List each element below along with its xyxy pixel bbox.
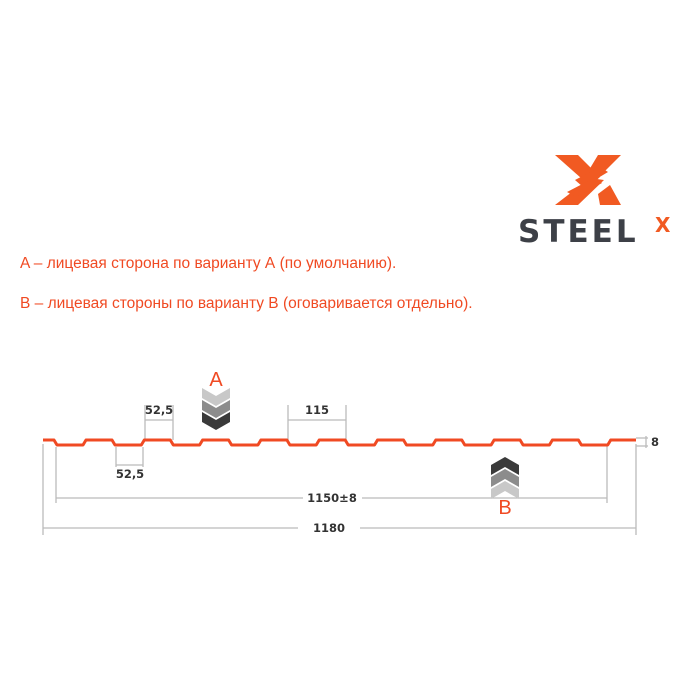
logo-x-mark (555, 155, 621, 205)
note-side-a: A – лицевая сторона по варианту А (по ум… (20, 255, 397, 272)
dimension-lines (42, 405, 648, 535)
dim-bottom-flange: 52,5 (116, 467, 144, 481)
logo-text: STEEL (518, 214, 639, 250)
steelx-logo: STEEL X (518, 155, 671, 250)
logo-superscript: X (655, 213, 671, 237)
dim-pitch: 115 (305, 403, 329, 417)
chevron-up-icon (491, 457, 519, 499)
dim-total-width: 1180 (313, 521, 345, 535)
sheet-profile (43, 438, 636, 447)
chevron-down-icon (202, 388, 230, 430)
side-b-label: B (498, 497, 511, 519)
dim-height: 8 (651, 435, 659, 449)
dim-useful-width: 1150±8 (307, 491, 357, 505)
note-side-b: В – лицевая стороны по варианту В (огова… (20, 295, 473, 312)
dim-top-flange: 52,5 (145, 403, 173, 417)
side-a-label: A (209, 369, 223, 391)
